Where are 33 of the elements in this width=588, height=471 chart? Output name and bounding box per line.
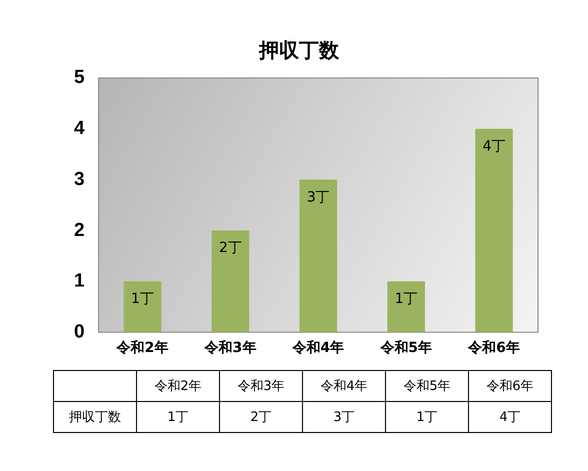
data-label: 1丁 (136, 402, 220, 432)
x-tick-label: 令和3年 (204, 340, 256, 356)
text: 4丁 (482, 138, 506, 154)
category-label: 令和5年 (403, 379, 451, 394)
chart-title: 押収丁数 (258, 38, 340, 62)
bar (212, 230, 250, 332)
text: 押収丁数 (54, 402, 136, 432)
text: 1丁 (131, 291, 154, 307)
category-label: 令和4年 (320, 379, 368, 394)
data-label: 3丁 (302, 402, 386, 432)
data-label: 4丁 (468, 402, 552, 432)
text: 2丁 (218, 240, 242, 256)
x-tick-label: 令和2年 (116, 340, 168, 356)
x-tick-label: 令和4年 (291, 340, 344, 356)
text: 3丁 (306, 189, 330, 206)
text: 1丁 (394, 291, 418, 307)
category-label: 令和6年 (486, 379, 534, 394)
y-tick-label: 1 (74, 270, 85, 292)
data-label: 2丁 (220, 402, 302, 432)
bar (300, 180, 338, 332)
category-label: 令和2年 (154, 379, 202, 394)
bar (124, 281, 162, 332)
y-tick-label: 3 (74, 168, 85, 190)
y-tick-label: 2 (74, 220, 85, 241)
category-label: 令和3年 (237, 379, 285, 394)
bar (387, 281, 425, 332)
y-tick-label: 0 (74, 321, 85, 342)
y-tick-label: 4 (74, 118, 85, 140)
x-tick-label: 令和6年 (467, 340, 520, 356)
y-tick-label: 5 (74, 67, 85, 88)
bar (475, 128, 513, 332)
data-label: 1丁 (386, 402, 468, 432)
x-tick-label: 令和5年 (379, 340, 432, 356)
